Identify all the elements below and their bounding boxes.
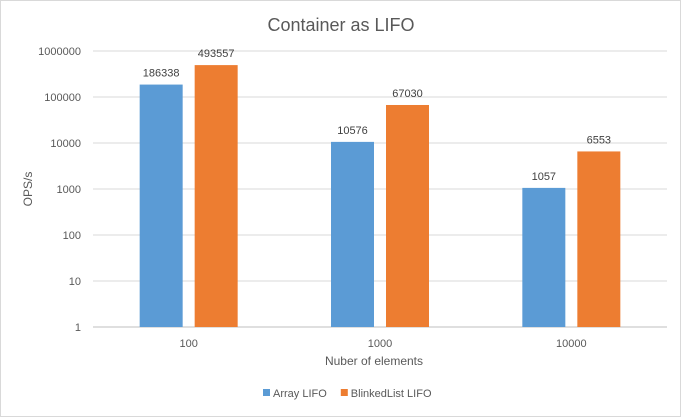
y-tick-label: 1000000 — [38, 46, 81, 58]
x-axis-ticks: 100 1000 10000 — [179, 338, 586, 350]
data-label: 6553 — [587, 134, 611, 146]
bar-array-lifo-10000 — [522, 187, 566, 327]
x-tick-label: 1000 — [368, 338, 392, 350]
data-label: 493557 — [198, 48, 235, 60]
bar-array-lifo-100 — [139, 84, 183, 327]
data-label: 1057 — [532, 171, 556, 183]
legend-swatch — [340, 389, 348, 396]
x-tick-label: 100 — [179, 338, 197, 350]
y-tick-label: 100 — [63, 230, 81, 242]
bar-blinkedlist-lifo-1000 — [386, 104, 429, 328]
y-axis-ticks: 1 10 100 1000 10000 100000 1000000 — [38, 46, 81, 334]
data-label: 10576 — [337, 125, 368, 137]
x-tick-label: 10000 — [556, 338, 587, 350]
x-axis-label: Nuber of elements — [325, 354, 423, 368]
y-tick-label: 1000 — [57, 184, 81, 196]
y-tick-label: 100000 — [44, 92, 81, 104]
y-tick-label: 1 — [75, 322, 81, 334]
data-labels: 186338 493557 10576 67030 1057 6553 — [143, 48, 611, 183]
data-label: 186338 — [143, 68, 180, 80]
y-axis-label: OPS/s — [21, 172, 35, 207]
legend-swatch — [263, 389, 270, 396]
bar-array-lifo-1000 — [331, 141, 374, 327]
bar-blinkedlist-lifo-10000 — [577, 151, 621, 327]
data-label: 67030 — [392, 88, 423, 100]
y-tick-label: 10 — [69, 276, 81, 288]
chart-title: Container as LIFO — [267, 15, 414, 35]
bar-blinkedlist-lifo-100 — [194, 65, 238, 328]
gridlines — [93, 50, 667, 328]
bars — [139, 65, 621, 328]
legend: Array LIFO BlinkedList LIFO — [263, 388, 432, 400]
y-tick-label: 10000 — [50, 138, 81, 150]
legend-label: Array LIFO — [273, 388, 327, 400]
legend-label: BlinkedList LIFO — [351, 388, 432, 400]
